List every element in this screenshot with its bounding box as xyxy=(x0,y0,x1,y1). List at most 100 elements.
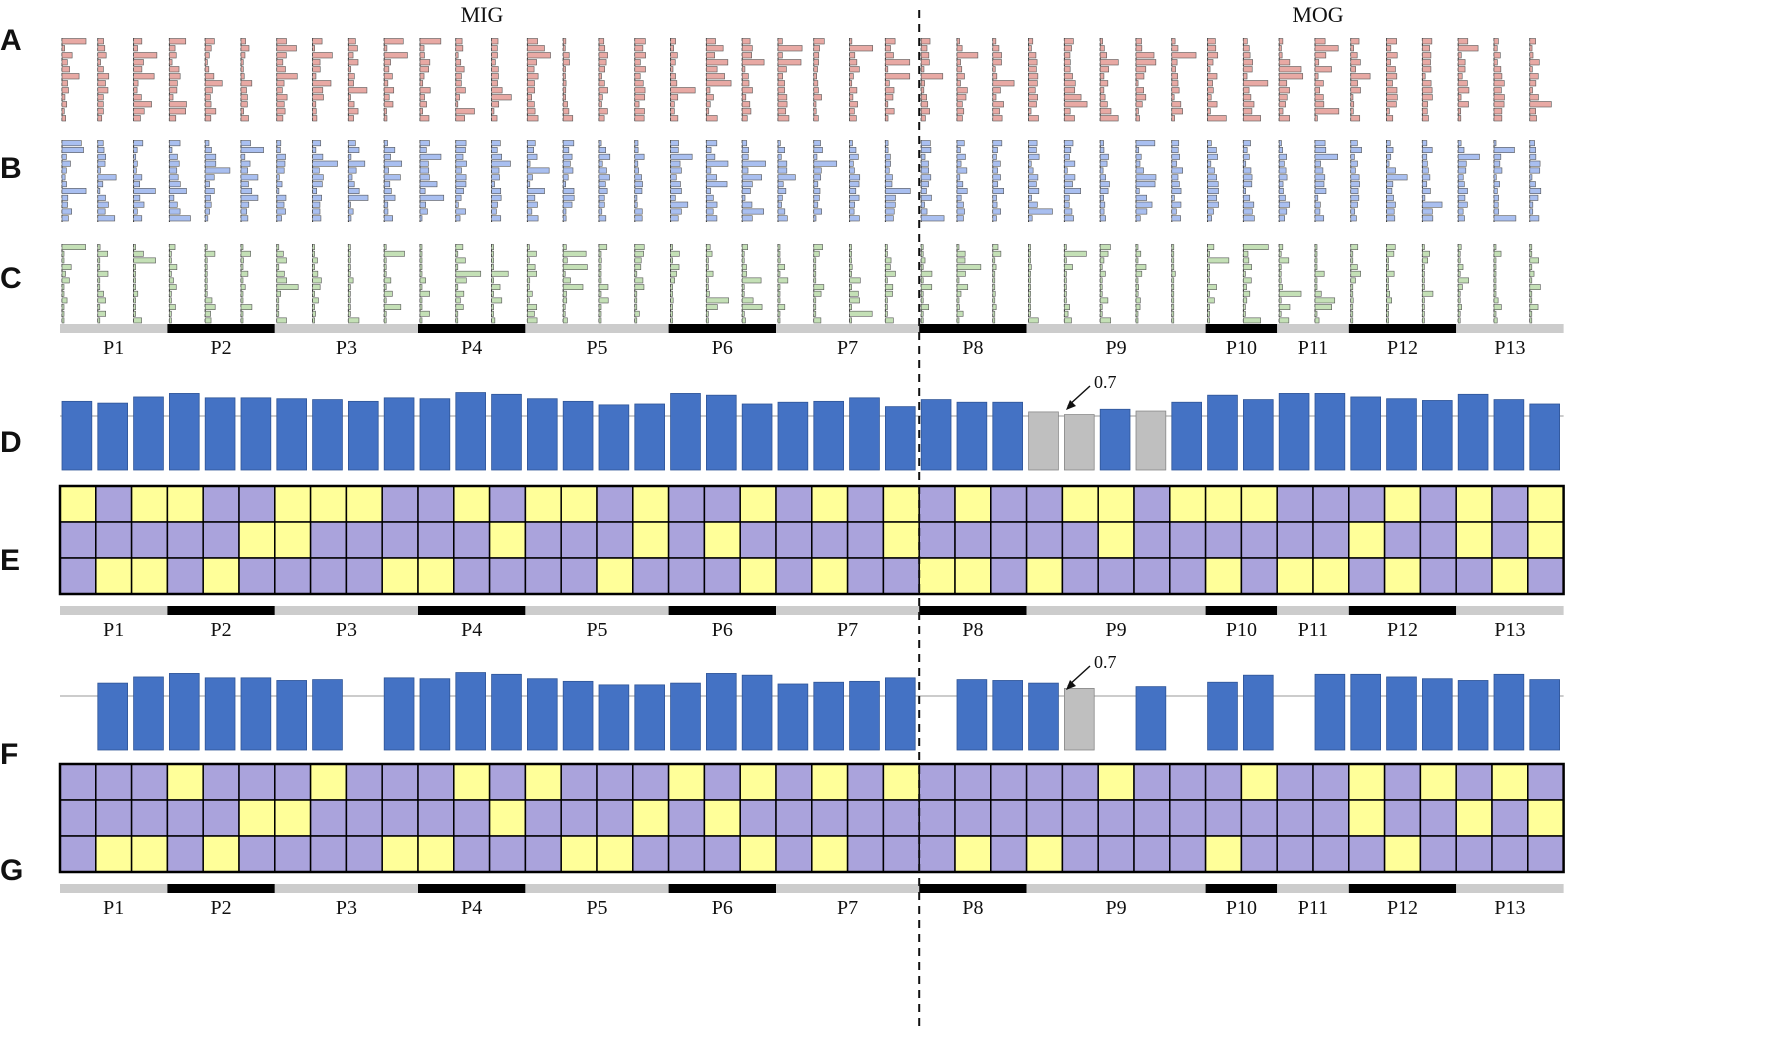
panel-c-hist-bar xyxy=(419,297,423,304)
panel-c-hist-bar xyxy=(61,297,68,304)
panel-a-hist-bar xyxy=(670,45,674,52)
panel-b-hist-bar xyxy=(1278,215,1286,222)
patient-segment xyxy=(776,606,920,615)
panel-e-cell xyxy=(990,557,1028,595)
panel-b-hist-bar xyxy=(204,201,212,208)
panel-b-hist-bar xyxy=(419,153,442,160)
panel-g-cell xyxy=(417,763,455,801)
panel-b-hist-bar xyxy=(1457,188,1468,194)
panel-a-hist-bar xyxy=(1529,108,1536,115)
panel-c-hist-bar xyxy=(992,264,997,270)
panel-b-hist-bar xyxy=(240,208,248,215)
panel-a-hist-bar xyxy=(61,80,68,87)
panel-c-hist-bar xyxy=(1386,304,1389,310)
panel-c-hist-bar xyxy=(562,257,568,264)
panel-b-hist-bar xyxy=(1314,160,1321,167)
panel-b-hist-bar xyxy=(1243,160,1247,167)
panel-f-bar-24 xyxy=(885,677,916,751)
panel-b-hist-bar xyxy=(741,160,766,167)
panel-e-cell xyxy=(453,557,491,595)
panel-g-cell xyxy=(1276,763,1314,801)
panel-g-cell xyxy=(345,799,383,837)
panel-a-hist-bar xyxy=(670,80,678,87)
panel-a-hist-bar xyxy=(1314,94,1324,101)
panel-a-hist-bar xyxy=(634,73,641,80)
panel-b-hist-bar xyxy=(491,153,502,160)
panel-g-cell xyxy=(1348,835,1386,873)
panel-c-hist-bar xyxy=(133,250,144,257)
panel-b-hist-bar xyxy=(1028,160,1032,167)
panel-a-hist-bar xyxy=(61,59,68,66)
panel-b-hist-bar xyxy=(885,147,889,153)
panel-a-hist-bar xyxy=(1529,80,1537,87)
panel-c-hist-bar xyxy=(1064,257,1067,264)
panel-d-bar-1 xyxy=(61,400,93,471)
patient-label-p13: P13 xyxy=(1494,337,1525,359)
panel-c-hist-bar xyxy=(849,310,873,317)
panel-b-hist-bar xyxy=(634,181,643,188)
panel-e-cell xyxy=(1025,485,1064,523)
panel-c-hist-bar xyxy=(312,310,316,317)
panel-c-hist-bar xyxy=(97,277,101,284)
panel-b-hist-bar xyxy=(1278,208,1288,215)
panel-c-hist-bar xyxy=(813,257,817,264)
panel-b-hist-bar xyxy=(1171,140,1180,147)
panel-a-hist-bar xyxy=(491,59,496,66)
panel-g-cell xyxy=(95,799,133,837)
panel-c-hist-bar xyxy=(562,250,587,257)
panel-a-hist-bar xyxy=(348,101,355,108)
panel-c-hist-bar xyxy=(133,297,136,304)
panel-g-cell xyxy=(1097,799,1135,837)
panel-a-hist-bar xyxy=(706,94,714,101)
panel-a-hist-bar xyxy=(204,38,215,45)
panel-c-hist-bar xyxy=(455,257,466,264)
panel-e-cell xyxy=(1240,557,1278,595)
panel-b-hist-bar xyxy=(670,208,682,215)
panel-b-hist-bar xyxy=(97,160,106,167)
panel-c-hist-bar xyxy=(1386,257,1389,264)
panel-d-bar-20 xyxy=(741,403,773,471)
panel-a-hist-bar xyxy=(419,38,442,45)
panel-a-hist-bar xyxy=(276,94,288,101)
panel-c-hist-bar xyxy=(1243,244,1269,250)
panel-b-hist-bar xyxy=(562,201,573,208)
patient-label-p3: P3 xyxy=(336,897,357,919)
panel-a-hist-bar xyxy=(706,80,732,87)
panel-b-hist-bar xyxy=(1457,194,1466,201)
panel-a-hist-bar xyxy=(133,101,152,108)
panel-a-hist-bar xyxy=(1493,80,1505,87)
panel-a-hist-bar xyxy=(562,52,570,59)
panel-c-hist-bar xyxy=(312,290,315,297)
panel-b-hist-bar xyxy=(1243,194,1251,201)
patient-segment xyxy=(418,884,526,893)
panel-c-hist-bar xyxy=(706,310,709,317)
panel-c-hist-bar xyxy=(1350,270,1361,277)
panel-a-hist-bar xyxy=(1422,59,1431,66)
panel-a-hist-bar xyxy=(455,38,463,45)
panel-b-hist-bar xyxy=(1386,167,1396,174)
panel-a-hist-bar xyxy=(276,73,298,80)
panel-b-hist-bar xyxy=(1171,208,1177,215)
panel-a-hist-bar xyxy=(1457,87,1470,94)
panel-a-hist-bar xyxy=(240,108,244,115)
panel-a-hist-bar xyxy=(491,52,498,59)
panel-e-cell xyxy=(1455,485,1493,523)
panel-b-hist-bar xyxy=(169,194,175,201)
panel-c-hist-bar xyxy=(1493,277,1497,284)
panel-a-hist-bar xyxy=(920,59,930,66)
panel-c-hist-bar xyxy=(813,290,822,297)
panel-b-hist-bar xyxy=(527,153,538,160)
panel-e-cell xyxy=(95,485,133,523)
panel-b-hist-bar xyxy=(1064,215,1074,222)
panel-g-cell xyxy=(417,835,455,873)
panel-a-hist-bar xyxy=(706,101,711,108)
panel-b-hist-bar xyxy=(133,208,138,215)
panel-c-hist-bar xyxy=(419,244,423,250)
panel-b-hist-bar xyxy=(1064,147,1072,153)
panel-c-hist-bar xyxy=(1135,244,1139,250)
panel-b-hist-bar xyxy=(849,140,853,147)
panel-d-bar-11 xyxy=(419,398,451,471)
panel-e-cell xyxy=(202,521,240,559)
panel-a-hist-bar xyxy=(61,73,80,80)
panel-b-hist-bar xyxy=(61,147,84,153)
